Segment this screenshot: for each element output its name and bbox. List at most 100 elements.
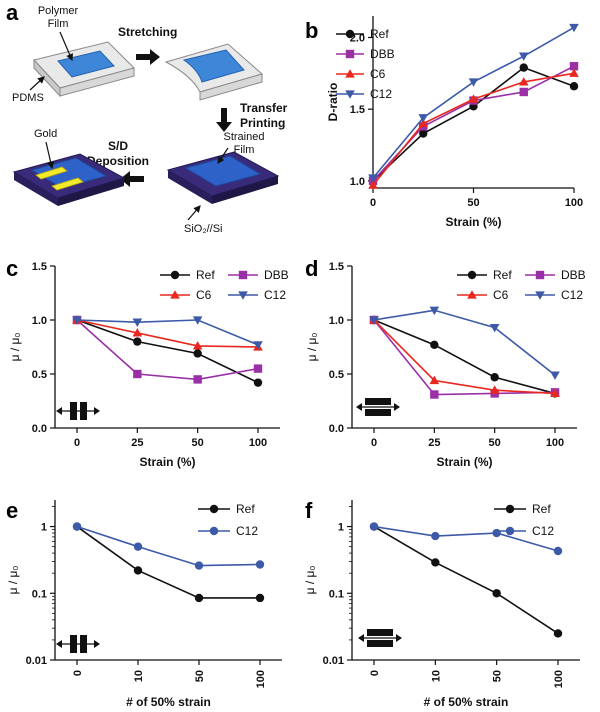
legend-label: C6 — [493, 288, 509, 302]
stretch-direction-icon — [56, 635, 100, 653]
series-line-ref — [76, 525, 260, 599]
stretch-arrow-right-icon — [396, 634, 402, 642]
series-line-c6 — [373, 319, 556, 395]
strained-film-label: Strained Film — [224, 131, 265, 156]
data-point-c6 — [368, 180, 378, 189]
legend-label: C12 — [370, 87, 392, 101]
data-point-c12 — [253, 341, 263, 350]
data-point-dbb — [430, 390, 439, 399]
data-point-dbb — [193, 375, 202, 384]
legend-label: C6 — [370, 67, 386, 81]
stretched-pdms — [164, 43, 264, 101]
stretch-arrow-right-icon — [94, 640, 100, 648]
data-point-ref — [569, 82, 579, 91]
gold-electrode-2 — [51, 177, 84, 191]
schematic-panel: a Polymer Film PDMS Stretching — [6, 0, 288, 235]
gold-label: Gold — [34, 128, 57, 140]
x-tick-label: 50 — [489, 437, 501, 449]
panel-label-f: f — [305, 498, 313, 523]
legend-marker-c12 — [505, 526, 515, 536]
legend-marker-ref — [505, 504, 515, 514]
x-tick-label: 0 — [72, 670, 84, 676]
data-point-ref — [133, 337, 142, 346]
data-point-ref — [419, 129, 428, 138]
device-substrate — [12, 153, 126, 206]
data-point-c12 — [194, 561, 204, 570]
y-tick-label: 0.1 — [329, 588, 344, 600]
data-point-c12 — [553, 546, 563, 556]
y-axis-label: μ / μ₀ — [303, 566, 317, 595]
pdms-pointer — [29, 76, 45, 91]
stretching-label: Stretching — [118, 25, 177, 39]
legend-label: DBB — [561, 268, 586, 282]
stretch-direction-icon — [56, 402, 100, 420]
gold-electrode-1 — [35, 166, 68, 180]
stretch-arrow-left-icon — [358, 634, 364, 642]
strained-film-substrate — [166, 151, 280, 204]
electrode-bar-icon — [70, 635, 77, 653]
x-tick-label: 100 — [565, 197, 583, 209]
y-tick-label: 1.5 — [350, 104, 365, 116]
panel-label-b: b — [305, 18, 318, 43]
legend-label: Ref — [370, 27, 389, 41]
legend-label: C12 — [561, 288, 583, 302]
panel-label-c: c — [6, 256, 18, 281]
data-point-c6 — [468, 94, 479, 103]
legend-marker-dbb — [535, 270, 545, 280]
panel-label-e: e — [6, 498, 18, 523]
x-tick-label: 10 — [430, 670, 442, 682]
stretch-arrow-right-icon — [394, 403, 400, 411]
y-axis-label: D-ratio — [326, 83, 340, 122]
data-point-c6 — [192, 341, 203, 350]
y-tick-label: 0.01 — [26, 655, 47, 667]
data-point-c12 — [133, 542, 143, 551]
x-tick-label: 0 — [370, 197, 376, 209]
electrode-bar-icon — [367, 629, 393, 636]
y-tick-label: 0.5 — [329, 369, 344, 381]
data-point-c6 — [489, 385, 500, 394]
data-point-ref — [193, 349, 202, 358]
series-line-c12 — [373, 525, 559, 552]
data-point-c6 — [518, 77, 529, 86]
substrate-label: SiO₂//Si — [184, 223, 223, 235]
y-axis-label: μ / μ₀ — [8, 333, 22, 362]
chart-panel-c: c 0.0 0.5 1.0 1.5 0 25 50 100 Strain (%) μ / μ₀ Ref… — [6, 256, 289, 469]
legend-marker-dbb — [238, 270, 248, 280]
series-line-c12 — [76, 525, 261, 567]
data-point-c6 — [569, 68, 579, 77]
y-tick-label: 1 — [41, 522, 47, 534]
series-line-c12 — [373, 309, 556, 376]
stretching-arrow-icon — [136, 49, 160, 65]
transfer-printing-label: Transfer Printing — [240, 101, 288, 130]
x-tick-label: 0 — [371, 437, 377, 449]
panel-label-a: a — [6, 0, 19, 25]
x-tick-label: 50 — [194, 670, 206, 682]
y-tick-label: 1.0 — [32, 315, 47, 327]
legend-marker-ref — [345, 29, 355, 39]
data-point-dbb — [133, 369, 142, 379]
data-point-ref — [133, 566, 143, 575]
data-point-c12 — [429, 306, 440, 316]
legend-label: DBB — [370, 47, 395, 61]
y-axis-label: μ / μ₀ — [305, 333, 319, 362]
legend-marker-ref — [467, 270, 477, 280]
legend-label: C6 — [196, 288, 212, 302]
y-tick-label: 0.5 — [32, 369, 47, 381]
x-tick-label: 100 — [249, 437, 267, 449]
legend-marker-ref — [209, 504, 219, 514]
x-tick-label: 100 — [255, 670, 267, 688]
electrode-bar-icon — [70, 402, 77, 420]
x-tick-label: 10 — [133, 670, 145, 682]
data-point-c6 — [132, 328, 143, 337]
data-point-ref — [430, 340, 439, 350]
data-point-dbb — [253, 364, 263, 373]
legend-marker-c12 — [209, 526, 219, 536]
y-tick-label: 1.5 — [329, 261, 344, 273]
series-line-c12 — [76, 319, 259, 346]
data-point-c12 — [255, 560, 265, 569]
y-tick-label: 1.0 — [350, 176, 365, 188]
series-line-dbb — [373, 319, 556, 396]
legend-marker-c6 — [345, 69, 355, 78]
polymer-film-pointer — [59, 31, 73, 62]
